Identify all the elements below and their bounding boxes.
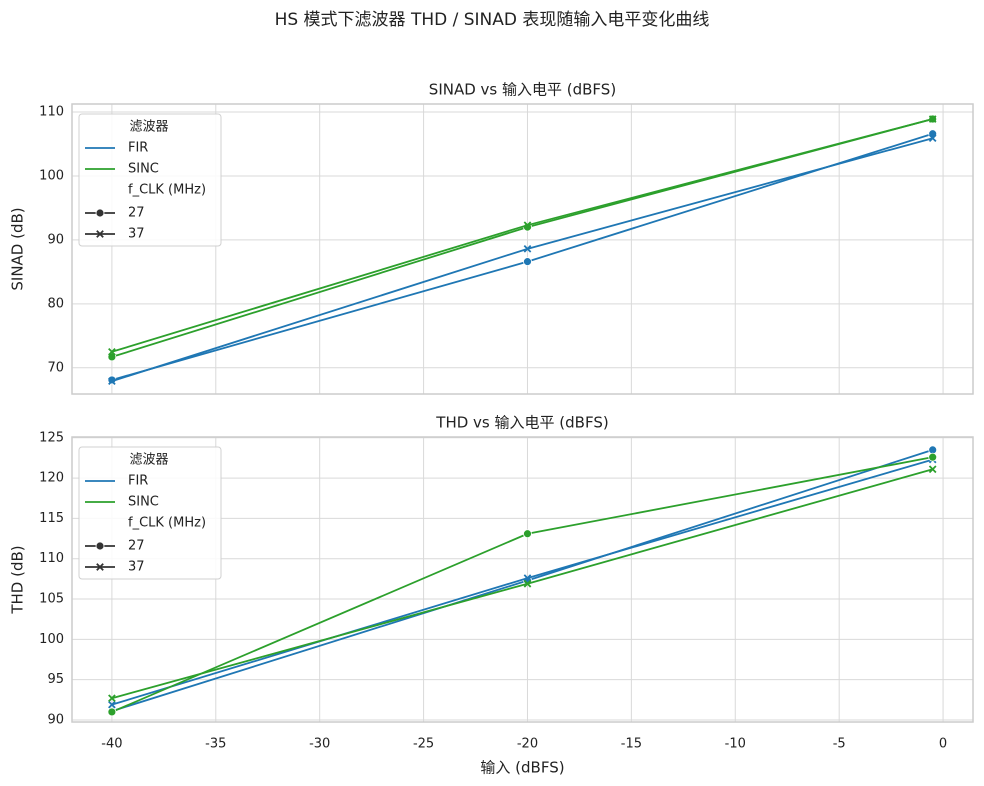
- marker: [928, 115, 937, 123]
- marker: [95, 541, 105, 551]
- y-tick-label: 90: [47, 232, 64, 247]
- marker: [928, 452, 938, 462]
- x-tick-label: -5: [833, 737, 846, 752]
- marker: [108, 347, 116, 356]
- axes-title: SINAD vs 输入电平 (dBFS): [429, 81, 616, 99]
- marker: [523, 221, 532, 230]
- y-tick-label: 90: [47, 712, 64, 727]
- legend-title: 滤波器: [129, 453, 168, 468]
- y-tick-label: 125: [39, 430, 64, 445]
- y-tick-label: 120: [39, 471, 64, 486]
- y-tick-label: 100: [39, 632, 64, 647]
- marker: [523, 574, 532, 582]
- marker: [928, 134, 937, 143]
- marker: [108, 377, 116, 386]
- legend-title: 滤波器: [129, 120, 168, 135]
- marker: [928, 465, 937, 474]
- axes-title: THD vs 输入电平 (dBFS): [435, 414, 608, 432]
- x-axis-label: 输入 (dBFS): [480, 759, 564, 777]
- y-tick-label: 110: [39, 551, 64, 566]
- legend-label: 27: [128, 539, 145, 554]
- legend-label: 37: [128, 227, 145, 242]
- axes-frame: [71, 436, 974, 723]
- marker: [96, 563, 104, 571]
- legend-label: 27: [128, 206, 145, 221]
- x-tick-label: -30: [309, 737, 330, 752]
- legend-label: 37: [128, 560, 145, 575]
- x-tick-label: -10: [725, 737, 746, 752]
- legend-label: FIR: [128, 474, 148, 489]
- y-tick-label: 100: [39, 168, 64, 183]
- x-tick-label: -25: [413, 737, 434, 752]
- x-tick-label: -20: [517, 737, 538, 752]
- marker: [523, 245, 532, 253]
- legend-label: SINC: [128, 495, 159, 510]
- marker: [928, 445, 938, 455]
- y-axis-label: THD (dB): [9, 545, 27, 614]
- y-tick-label: 105: [39, 592, 64, 607]
- legend-label: SINC: [128, 162, 159, 177]
- legend-title: f_CLK (MHz): [128, 516, 206, 531]
- y-tick-label: 80: [47, 296, 64, 311]
- x-tick-label: 0: [939, 737, 947, 752]
- axes-frame: [71, 103, 974, 395]
- marker: [523, 257, 532, 267]
- marker: [523, 529, 532, 539]
- marker: [108, 694, 116, 703]
- legend-label: FIR: [128, 141, 148, 156]
- marker: [107, 707, 117, 717]
- y-axis-label: SINAD (dB): [9, 207, 27, 290]
- figure-title: HS 模式下滤波器 THD / SINAD 表现随输入电平变化曲线: [275, 10, 710, 30]
- legend-title: f_CLK (MHz): [128, 183, 206, 198]
- marker: [523, 579, 532, 588]
- marker: [95, 208, 105, 218]
- y-tick-label: 95: [47, 672, 64, 687]
- x-tick-label: -15: [621, 737, 642, 752]
- x-tick-label: -40: [101, 737, 122, 752]
- y-tick-label: 115: [39, 511, 64, 526]
- y-tick-label: 110: [39, 104, 64, 119]
- marker: [96, 230, 104, 238]
- marker: [108, 700, 116, 709]
- x-tick-label: -35: [205, 737, 226, 752]
- y-tick-label: 70: [47, 360, 64, 375]
